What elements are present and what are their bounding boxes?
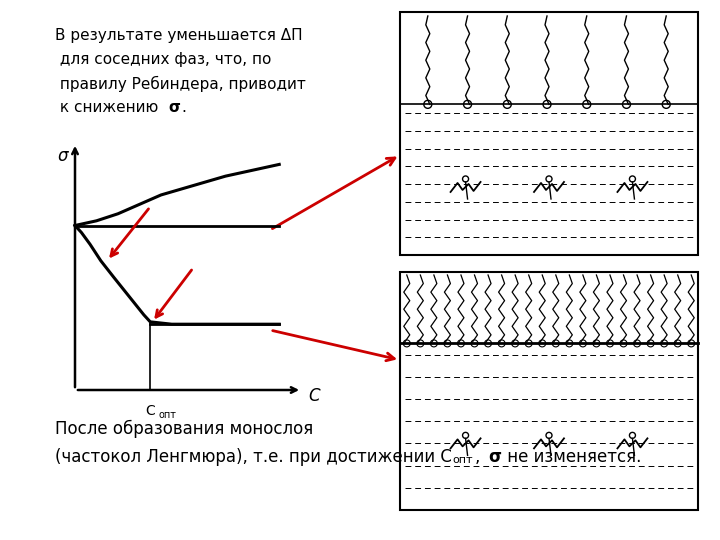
Text: не изменяется.: не изменяется. — [502, 448, 642, 466]
Text: опт: опт — [452, 455, 472, 465]
Text: C: C — [145, 404, 155, 418]
Text: σ: σ — [168, 100, 180, 115]
Text: правилу Ребиндера, приводит: правилу Ребиндера, приводит — [55, 76, 306, 92]
FancyArrowPatch shape — [273, 330, 395, 361]
Text: C: C — [308, 387, 320, 405]
Text: В результате уменьшается ΔП: В результате уменьшается ΔП — [55, 28, 302, 43]
Text: для соседних фаз, что, по: для соседних фаз, что, по — [55, 52, 271, 67]
Text: опт: опт — [158, 410, 176, 420]
Text: σ: σ — [488, 448, 501, 466]
Text: После образования монослоя: После образования монослоя — [55, 420, 313, 438]
Text: σ: σ — [58, 147, 68, 165]
Text: (частокол Ленгмюра), т.е. при достижении С: (частокол Ленгмюра), т.е. при достижении… — [55, 448, 452, 466]
Text: .: . — [181, 100, 186, 115]
FancyArrowPatch shape — [272, 158, 395, 228]
Text: ,: , — [475, 448, 485, 466]
Text: к снижению: к снижению — [55, 100, 163, 115]
